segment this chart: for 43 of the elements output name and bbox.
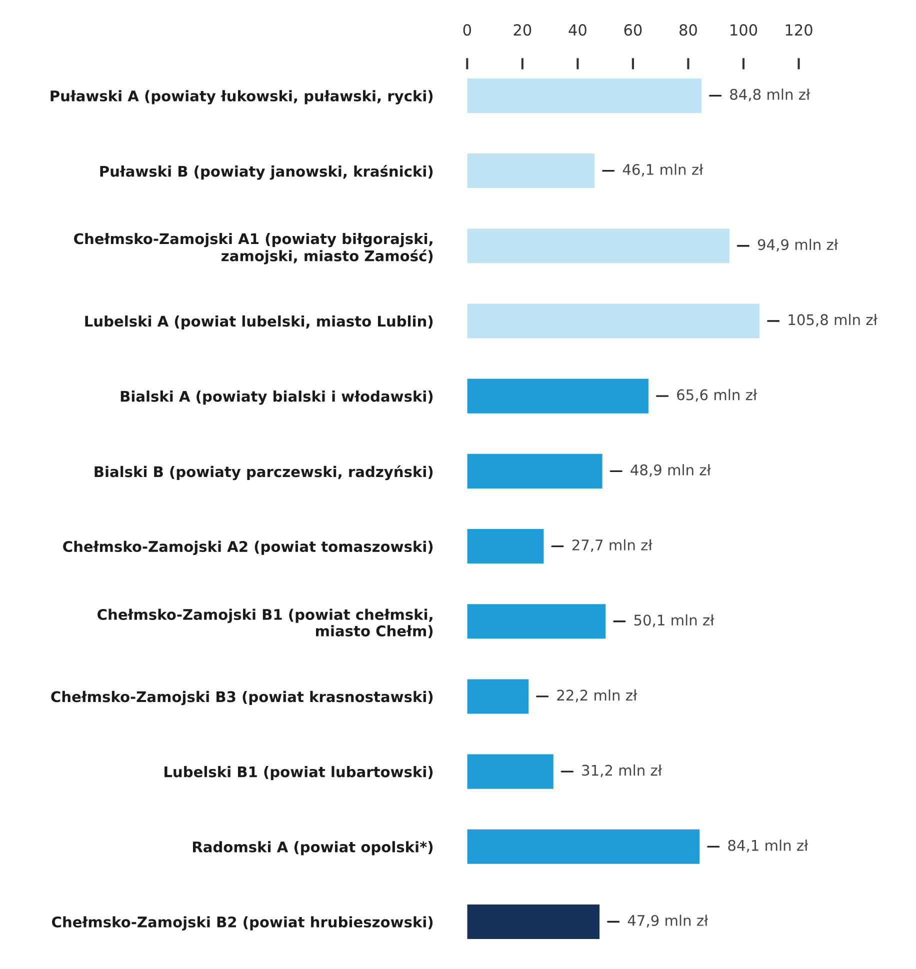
data-label: 48,9 mln zł xyxy=(630,464,711,477)
y-tick-label: Chełmsko-Zamojski A2 (powiat tomaszowski) xyxy=(63,540,433,555)
bar xyxy=(467,829,700,864)
data-label: 27,7 mln zł xyxy=(572,539,652,552)
y-tick-label: Bialski B (powiaty parczewski, radzyński) xyxy=(94,465,433,480)
x-tick-label: 40 xyxy=(568,24,586,36)
bar xyxy=(467,454,602,488)
x-tick-label: 120 xyxy=(786,24,812,36)
y-tick-label: Chełmsko-Zamojski B1 (powiat chełmski, miasto Chełm) xyxy=(98,608,433,638)
y-tick-label: Radomski A (powiat opolski*) xyxy=(192,841,433,856)
y-tick-label: Chełmsko-Zamojski B2 (powiat hrubieszowski) xyxy=(52,916,433,930)
y-tick-label: Lubelski B1 (powiat lubartowski) xyxy=(164,766,433,780)
y-tick-label: Lubelski A (powiat lubelski, miasto Lublin) xyxy=(85,315,433,330)
bar xyxy=(467,679,529,714)
bar xyxy=(467,604,606,639)
y-tick-label: Puławski B (powiaty janowski, kraśnicki) xyxy=(100,164,433,180)
bar xyxy=(467,754,554,789)
bar xyxy=(467,904,600,940)
data-label: 84,1 mln zł xyxy=(728,840,808,852)
bar xyxy=(467,228,730,264)
y-tick-label: Chełmsko-Zamojski B3 (powiat krasnostawski) xyxy=(51,690,433,706)
data-label: 84,8 mln zł xyxy=(730,88,810,102)
x-tick-label: 60 xyxy=(624,24,642,36)
data-label: 47,9 mln zł xyxy=(628,914,708,928)
data-label: 46,1 mln zł xyxy=(622,164,704,177)
bar xyxy=(467,529,544,564)
data-label: 31,2 mln zł xyxy=(582,764,662,778)
bar xyxy=(467,154,595,188)
x-tick-label: 100 xyxy=(730,24,758,36)
bar xyxy=(467,304,760,338)
y-tick-label: Puławski A (powiaty łukowski, puławski, rycki) xyxy=(50,90,433,104)
data-label: 94,9 mln zł xyxy=(758,238,838,252)
bar xyxy=(467,378,648,414)
data-label: 50,1 mln zł xyxy=(634,614,714,628)
data-label: 105,8 mln zł xyxy=(788,314,878,327)
x-tick-label: 80 xyxy=(680,24,697,36)
y-tick-label: Chełmsko-Zamojski A1 (powiaty biłgorajski, zamojski, miasto Zamość) xyxy=(74,232,433,264)
y-tick-label: Bialski A (powiaty bialski i włodawski) xyxy=(120,390,433,405)
x-tick-label: 20 xyxy=(514,24,532,36)
data-label: 65,6 mln zł xyxy=(677,389,758,402)
bar xyxy=(467,78,702,113)
x-tick-label: 0 xyxy=(463,24,472,36)
data-label: 22,2 mln zł xyxy=(557,689,638,702)
